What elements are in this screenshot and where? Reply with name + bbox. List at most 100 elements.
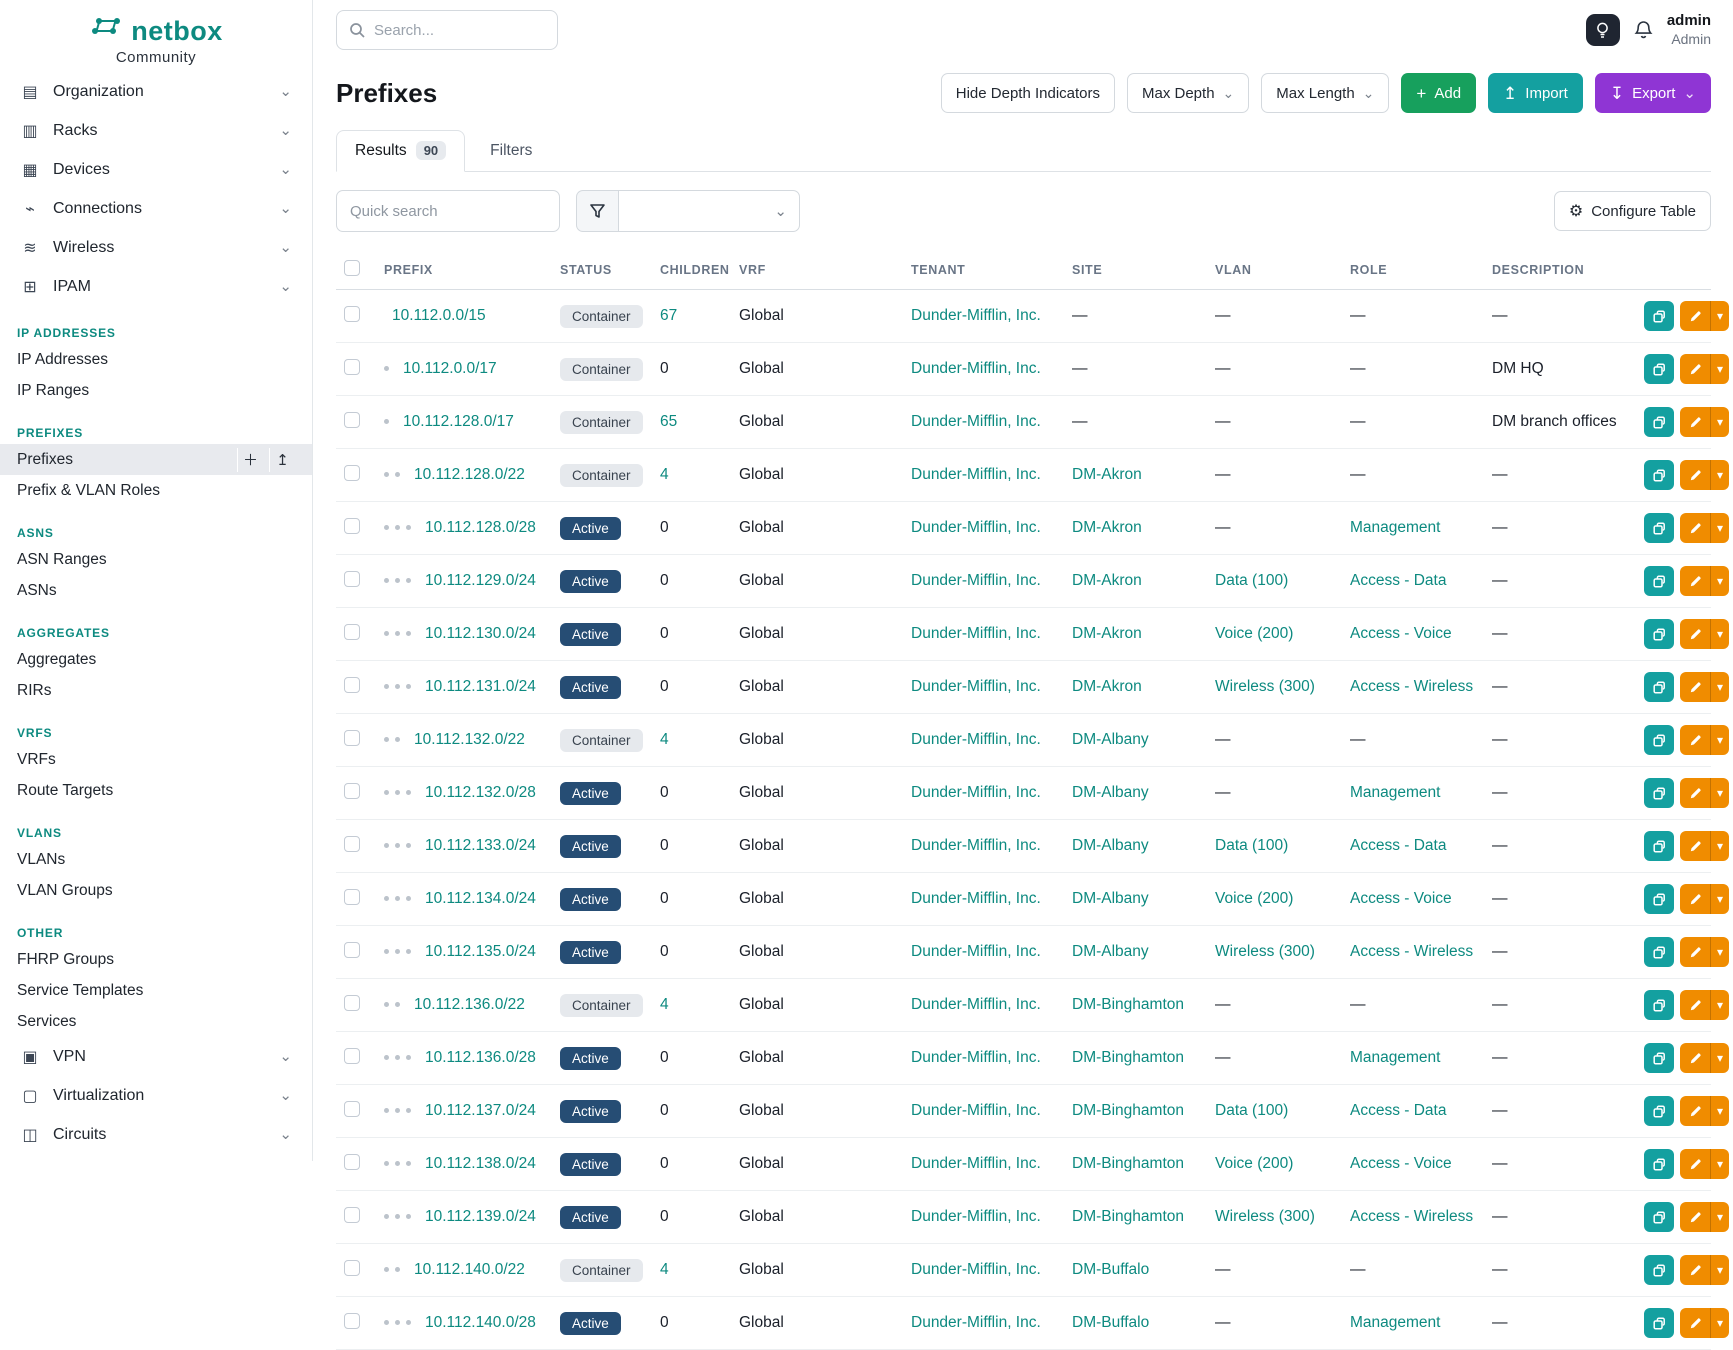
edit-button[interactable] [1680, 1096, 1710, 1126]
site-link[interactable]: DM-Binghamton [1072, 1049, 1184, 1066]
row-checkbox[interactable] [344, 729, 360, 746]
site-link[interactable]: DM-Albany [1072, 784, 1149, 801]
max-depth-dropdown[interactable]: Max Depth ⌄ [1127, 73, 1250, 113]
prefix-link[interactable]: 10.112.140.0/22 [414, 1261, 525, 1278]
vlan-link[interactable]: Wireless (300) [1215, 943, 1315, 960]
sidebar-item-ipam[interactable]: ⊞ IPAM ⌄ [0, 267, 312, 306]
site-link[interactable]: DM-Buffalo [1072, 1314, 1150, 1331]
role-link[interactable]: Management [1350, 519, 1441, 536]
tenant-link[interactable]: Dunder-Mifflin, Inc. [911, 996, 1041, 1013]
sidebar-item-ip-ranges[interactable]: IP Ranges [0, 375, 312, 406]
vlan-link[interactable]: Wireless (300) [1215, 678, 1315, 695]
column-header-role[interactable]: ROLE [1342, 250, 1484, 290]
column-header-vlan[interactable]: VLAN [1207, 250, 1342, 290]
site-link[interactable]: DM-Albany [1072, 731, 1149, 748]
tenant-link[interactable]: Dunder-Mifflin, Inc. [911, 572, 1041, 589]
copy-button[interactable] [1644, 619, 1674, 649]
role-link[interactable]: Management [1350, 1049, 1441, 1066]
role-link[interactable]: Access - Data [1350, 572, 1447, 589]
tenant-link[interactable]: Dunder-Mifflin, Inc. [911, 1208, 1041, 1225]
prefix-link[interactable]: 10.112.137.0/24 [425, 1102, 536, 1119]
edit-dropdown-button[interactable]: ▾ [1710, 619, 1729, 649]
sidebar-item-ip-addresses[interactable]: IP Addresses [0, 344, 312, 375]
export-button[interactable]: ↧ Export ⌄ [1594, 73, 1711, 113]
prefix-link[interactable]: 10.112.136.0/22 [414, 996, 525, 1013]
row-checkbox[interactable] [344, 1312, 360, 1329]
column-header-description[interactable]: DESCRIPTION [1484, 250, 1636, 290]
edit-button[interactable] [1680, 937, 1710, 967]
sidebar-item-services[interactable]: Services [0, 1006, 312, 1037]
edit-button[interactable] [1680, 725, 1710, 755]
copy-button[interactable] [1644, 672, 1674, 702]
prefix-link[interactable]: 10.112.136.0/28 [425, 1049, 536, 1066]
sidebar-item-rirs[interactable]: RIRs [0, 675, 312, 706]
children-link[interactable]: 4 [660, 466, 669, 483]
edit-dropdown-button[interactable]: ▾ [1710, 884, 1729, 914]
edit-dropdown-button[interactable]: ▾ [1710, 1096, 1729, 1126]
column-header-tenant[interactable]: TENANT [903, 250, 1064, 290]
tenant-link[interactable]: Dunder-Mifflin, Inc. [911, 784, 1041, 801]
prefix-link[interactable]: 10.112.133.0/24 [425, 837, 536, 854]
row-checkbox[interactable] [344, 1206, 360, 1223]
role-link[interactable]: Access - Voice [1350, 625, 1452, 642]
sidebar-item-devices[interactable]: ▦ Devices ⌄ [0, 150, 312, 189]
tab-results[interactable]: Results 90 [336, 130, 466, 172]
theme-toggle-button[interactable] [1585, 14, 1620, 46]
prefix-link[interactable]: 10.112.140.0/28 [425, 1314, 536, 1331]
tenant-link[interactable]: Dunder-Mifflin, Inc. [911, 678, 1041, 695]
tenant-link[interactable]: Dunder-Mifflin, Inc. [911, 519, 1041, 536]
copy-button[interactable] [1644, 831, 1674, 861]
role-link[interactable]: Access - Voice [1350, 890, 1452, 907]
edit-button[interactable] [1680, 1043, 1710, 1073]
vlan-link[interactable]: Wireless (300) [1215, 1208, 1315, 1225]
row-checkbox[interactable] [344, 570, 360, 587]
sidebar-item-virtualization[interactable]: ▢ Virtualization ⌄ [0, 1076, 312, 1115]
children-link[interactable]: 4 [660, 1261, 669, 1278]
prefix-link[interactable]: 10.112.129.0/24 [425, 572, 536, 589]
edit-button[interactable] [1680, 1255, 1710, 1285]
edit-button[interactable] [1680, 1149, 1710, 1179]
sidebar-item-asn-ranges[interactable]: ASN Ranges [0, 544, 312, 575]
copy-button[interactable] [1644, 1043, 1674, 1073]
row-checkbox[interactable] [344, 411, 360, 428]
add-button[interactable]: + Add [1401, 73, 1477, 113]
prefix-link[interactable]: 10.112.132.0/28 [425, 784, 536, 801]
search-input[interactable] [374, 21, 524, 39]
edit-dropdown-button[interactable]: ▾ [1710, 1149, 1729, 1179]
notifications-button[interactable] [1634, 20, 1653, 40]
edit-dropdown-button[interactable]: ▾ [1710, 1202, 1729, 1232]
row-checkbox[interactable] [344, 941, 360, 958]
site-link[interactable]: DM-Buffalo [1072, 1261, 1150, 1278]
row-checkbox[interactable] [344, 888, 360, 905]
row-checkbox[interactable] [344, 305, 360, 322]
sidebar-item-service-templates[interactable]: Service Templates [0, 975, 312, 1006]
site-link[interactable]: DM-Akron [1072, 572, 1142, 589]
edit-dropdown-button[interactable]: ▾ [1710, 566, 1729, 596]
row-checkbox[interactable] [344, 464, 360, 481]
copy-button[interactable] [1644, 990, 1674, 1020]
edit-dropdown-button[interactable]: ▾ [1710, 831, 1729, 861]
quick-add-button[interactable]: ＋ [237, 447, 263, 472]
site-link[interactable]: DM-Albany [1072, 890, 1149, 907]
prefix-link[interactable]: 10.112.138.0/24 [425, 1155, 536, 1172]
copy-button[interactable] [1644, 513, 1674, 543]
site-link[interactable]: DM-Binghamton [1072, 1208, 1184, 1225]
role-link[interactable]: Management [1350, 784, 1441, 801]
saved-filter-select[interactable]: ⌄ [618, 190, 800, 232]
children-link[interactable]: 4 [660, 996, 669, 1013]
edit-button[interactable] [1680, 1308, 1710, 1338]
row-checkbox[interactable] [344, 358, 360, 375]
vlan-link[interactable]: Data (100) [1215, 1102, 1289, 1119]
row-checkbox[interactable] [344, 1153, 360, 1170]
prefix-link[interactable]: 10.112.128.0/28 [425, 519, 536, 536]
row-checkbox[interactable] [344, 676, 360, 693]
role-link[interactable]: Access - Data [1350, 1102, 1447, 1119]
tenant-link[interactable]: Dunder-Mifflin, Inc. [911, 1155, 1041, 1172]
edit-button[interactable] [1680, 1202, 1710, 1232]
prefix-link[interactable]: 10.112.134.0/24 [425, 890, 536, 907]
copy-button[interactable] [1644, 1255, 1674, 1285]
tenant-link[interactable]: Dunder-Mifflin, Inc. [911, 625, 1041, 642]
edit-dropdown-button[interactable]: ▾ [1710, 937, 1729, 967]
edit-dropdown-button[interactable]: ▾ [1710, 725, 1729, 755]
tenant-link[interactable]: Dunder-Mifflin, Inc. [911, 1314, 1041, 1331]
